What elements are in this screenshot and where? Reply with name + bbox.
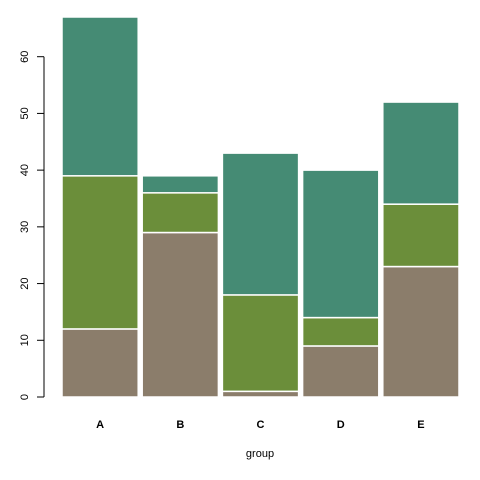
x-tick-label-b: B — [176, 419, 184, 431]
x-tick-label-d: D — [337, 419, 345, 431]
bar-a-segment-3 — [61, 16, 139, 177]
x-tick-label-c: C — [257, 419, 265, 431]
y-tick-label-10: 10 — [19, 334, 31, 346]
bar-b-segment-2 — [141, 192, 220, 234]
bar-e-segment-2 — [382, 203, 460, 268]
y-tick-label-30: 30 — [19, 221, 31, 233]
bar-a-segment-1 — [61, 328, 139, 398]
bar-c-segment-2 — [221, 294, 300, 393]
y-tick-label-20: 20 — [19, 277, 31, 289]
bar-c-segment-3 — [221, 152, 300, 296]
bar-e-segment-1 — [382, 265, 460, 398]
y-tick-label-40: 40 — [19, 164, 31, 176]
x-axis: A B C D E — [96, 419, 424, 431]
x-axis-title: group — [246, 448, 274, 460]
bar-b-segment-3 — [141, 175, 220, 194]
y-tick-label-0: 0 — [19, 394, 31, 400]
bar-d-segment-2 — [301, 316, 380, 347]
bar-c-segment-1 — [221, 390, 300, 398]
bar-d-segment-1 — [301, 345, 380, 398]
bar-b-segment-1 — [141, 231, 220, 398]
y-tick-label-60: 60 — [19, 51, 31, 63]
bar-a-segment-2 — [61, 175, 139, 330]
bar-d-segment-3 — [301, 169, 380, 319]
x-tick-label-e: E — [417, 419, 424, 431]
x-tick-label-a: A — [96, 419, 104, 431]
y-tick-label-50: 50 — [19, 107, 31, 119]
y-axis: 0 10 20 30 40 50 60 — [19, 51, 45, 400]
bars-layer — [61, 16, 460, 398]
bar-e-segment-3 — [382, 101, 460, 205]
